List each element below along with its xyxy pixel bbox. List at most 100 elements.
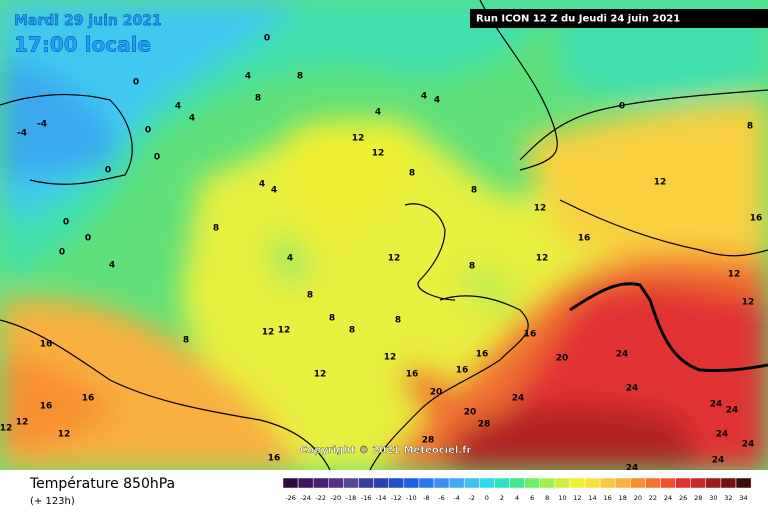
color-swatch [584, 477, 601, 489]
contour-label: 16 [456, 366, 469, 376]
color-swatch [614, 477, 631, 489]
contour-label: 24 [616, 350, 629, 360]
color-swatch [479, 477, 495, 489]
legend-label: -22 [315, 494, 326, 502]
contour-label: 24 [626, 384, 639, 394]
contour-label: -4 [37, 120, 47, 130]
legend-label: 10 [558, 494, 566, 502]
color-swatch [418, 477, 435, 489]
color-swatch [433, 477, 450, 489]
contour-label: 4 [175, 102, 181, 112]
contour-label: 0 [59, 248, 65, 258]
contour-label: 12 [534, 204, 547, 214]
footer-band [0, 470, 768, 512]
contour-label: 16 [40, 402, 53, 412]
contour-label: 16 [82, 394, 95, 404]
contour-label: 4 [434, 96, 440, 106]
contour-label: 4 [189, 114, 195, 124]
legend-label: -18 [346, 494, 357, 502]
legend-label: 2 [500, 494, 504, 502]
color-swatch [373, 477, 389, 489]
contour-label: 0 [619, 102, 625, 112]
legend-label: -16 [361, 494, 372, 502]
contour-label: 4 [375, 108, 381, 118]
contour-label: 12 [16, 418, 29, 428]
contour-label: 24 [512, 394, 525, 404]
color-swatch [509, 477, 525, 489]
legend-label: -4 [453, 494, 459, 502]
legend-label: 8 [545, 494, 549, 502]
color-swatch [312, 477, 329, 489]
color-swatch [297, 477, 314, 489]
run-info: Run ICON 12 Z du Jeudi 24 juin 2021 [476, 14, 680, 25]
legend-label: -24 [300, 494, 311, 502]
contour-label: 16 [476, 350, 489, 360]
contour-label: 28 [478, 420, 491, 430]
contour-label: 24 [710, 400, 723, 410]
legend-label: 24 [664, 494, 672, 502]
legend-label: 20 [634, 494, 642, 502]
contour-label: 8 [471, 186, 477, 196]
contour-label: 16 [40, 340, 53, 350]
color-swatch [569, 477, 586, 489]
color-swatch [494, 477, 510, 489]
legend-label: 4 [515, 494, 519, 502]
color-swatch [463, 477, 480, 489]
copyright: Copyright © 2021 Meteociel.fr [300, 445, 471, 456]
color-swatch [403, 477, 420, 489]
contour-label: 12 [654, 178, 667, 188]
contour-label: 12 [728, 270, 741, 280]
contour-label: 16 [578, 234, 591, 244]
legend-label: -10 [406, 494, 417, 502]
contour-label: 12 [384, 353, 397, 363]
contour-label: 20 [464, 408, 477, 418]
legend-label: 34 [739, 494, 747, 502]
contour-label: 12 [314, 370, 327, 380]
contour-label: 16 [268, 454, 281, 464]
color-swatch [539, 477, 556, 489]
color-swatch [524, 477, 540, 489]
contour-label: 24 [712, 456, 725, 466]
legend-label: 16 [604, 494, 612, 502]
contour-label: 0 [63, 218, 69, 228]
contour-label: 24 [742, 440, 755, 450]
legend-label: 18 [619, 494, 627, 502]
contour-label: 8 [747, 122, 753, 132]
contour-label: 4 [421, 92, 427, 102]
contour-label: 16 [406, 370, 419, 380]
colorbar: -26 -24 -22 -20 -18 -16 -14 -12 -10 -8 -6 -4 -2 0 2 4 6 8… [282, 477, 752, 502]
legend-label: -20 [331, 494, 342, 502]
contour-label: 24 [626, 464, 639, 474]
contour-label: 12 [372, 149, 385, 159]
contour-label: 8 [469, 262, 475, 272]
legend-label: 30 [709, 494, 717, 502]
contour-label: 8 [213, 224, 219, 234]
contour-label: 4 [259, 180, 265, 190]
color-swatch [328, 477, 344, 489]
color-swatch [388, 477, 405, 489]
contour-label: 24 [726, 406, 739, 416]
temperature-field [0, 0, 768, 470]
color-swatch [554, 477, 571, 489]
color-swatch [630, 477, 646, 489]
legend-label: 22 [649, 494, 657, 502]
contour-label: 12 [0, 424, 12, 434]
contour-label: 20 [430, 388, 443, 398]
contour-label: 0 [105, 166, 111, 176]
legend-label: 14 [588, 494, 596, 502]
legend-label: 26 [679, 494, 687, 502]
contour-label: 20 [556, 354, 569, 364]
contour-label: 8 [395, 316, 401, 326]
contour-label: 8 [255, 94, 261, 104]
contour-label: 12 [742, 298, 755, 308]
legend-label: -2 [469, 494, 475, 502]
contour-label: 8 [329, 314, 335, 324]
footer-lead: (+ 123h) [30, 496, 75, 507]
legend-label: -12 [391, 494, 402, 502]
color-swatch [645, 477, 661, 489]
legend-label: 12 [573, 494, 581, 502]
contour-label: 28 [422, 436, 435, 446]
color-swatch [660, 477, 676, 489]
color-swatch [720, 477, 737, 489]
color-swatch [705, 477, 722, 489]
